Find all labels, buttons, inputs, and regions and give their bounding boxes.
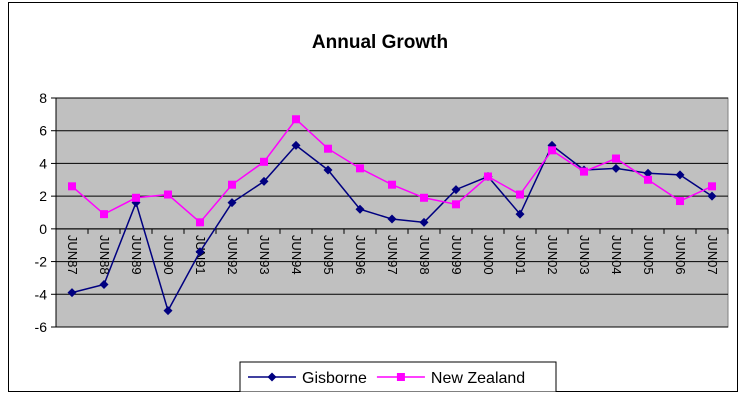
data-point [260, 157, 268, 166]
data-point [451, 185, 461, 195]
y-tick-label: -4 [35, 286, 48, 302]
y-tick-label: 4 [39, 155, 47, 171]
x-tick-label: JUN90 [161, 235, 176, 275]
chart-title: Annual Growth [312, 32, 448, 53]
x-tick-label: JUN96 [353, 235, 368, 275]
data-point [420, 193, 428, 202]
x-tick-label: JUN00 [481, 235, 496, 275]
data-point [452, 200, 460, 209]
data-point [259, 176, 269, 186]
data-point [67, 288, 77, 298]
data-point [612, 154, 620, 163]
legend-marker [396, 373, 405, 381]
data-point [548, 146, 556, 155]
data-point [68, 182, 76, 191]
data-point [643, 168, 653, 178]
data-point [484, 172, 492, 181]
x-tick-label: JUN05 [641, 235, 656, 275]
data-point [644, 175, 652, 184]
data-point [676, 197, 684, 206]
data-point [707, 191, 717, 201]
legend: Gisborne New Zealand [239, 361, 557, 393]
x-tick-label: JUN02 [545, 235, 560, 275]
data-point [227, 198, 237, 208]
x-tick-label: JUN01 [513, 235, 528, 275]
data-point [323, 165, 333, 175]
x-tick-label: JUN89 [129, 235, 144, 275]
data-point [100, 210, 108, 219]
legend-label: Gisborne [302, 370, 367, 387]
x-tick-label: JUN87 [65, 235, 80, 275]
legend-label: New Zealand [431, 370, 525, 387]
data-point [99, 279, 109, 289]
x-tick-label: JUN07 [705, 235, 720, 275]
data-point [388, 180, 396, 189]
x-tick-label: JUN98 [417, 235, 432, 275]
data-point [580, 167, 588, 176]
y-tick-label: 6 [39, 123, 47, 139]
plot-area: -6-4-202468JUN87JUN88JUN89JUN90JUN91JUN9… [35, 90, 729, 335]
data-point [708, 182, 716, 191]
data-point [132, 193, 140, 202]
x-tick-label: JUN03 [577, 235, 592, 275]
data-point [611, 163, 621, 173]
y-tick-label: 2 [39, 188, 47, 204]
data-point [195, 247, 205, 257]
x-tick-label: JUN04 [609, 235, 624, 275]
plot-background [55, 97, 729, 328]
data-point [516, 190, 524, 199]
x-tick-label: JUN93 [257, 235, 272, 275]
legend-marker [267, 372, 277, 382]
data-point [196, 218, 204, 227]
x-tick-label: JUN95 [321, 235, 336, 275]
data-point [515, 209, 525, 219]
x-tick-label: JUN06 [673, 235, 688, 275]
data-point [419, 217, 429, 227]
data-point [163, 306, 173, 316]
data-point [356, 164, 364, 173]
x-tick-label: JUN94 [289, 235, 304, 275]
y-tick-label: 0 [39, 221, 47, 237]
data-point [387, 214, 397, 224]
data-point [292, 115, 300, 124]
y-tick-label: 8 [39, 90, 47, 106]
data-point [324, 144, 332, 153]
data-point [291, 140, 301, 150]
data-point [164, 190, 172, 199]
x-tick-label: JUN88 [97, 235, 112, 275]
x-tick-label: JUN92 [225, 235, 240, 275]
x-tick-label: JUN97 [385, 235, 400, 275]
y-tick-label: -2 [35, 254, 48, 270]
chart-frame: Annual Growth -6 -4 -2 0 2 4 6 8 JUN87 JUN88 JUN89… [8, 2, 738, 393]
data-point [675, 170, 685, 180]
x-tick-label: JUN99 [449, 235, 464, 275]
data-point [228, 180, 236, 189]
line-chart: Annual Growth -6 -4 -2 0 2 4 6 8 JUN87 JUN88 JUN89… [8, 2, 738, 393]
y-tick-label: -6 [35, 319, 48, 335]
data-point [355, 204, 365, 214]
